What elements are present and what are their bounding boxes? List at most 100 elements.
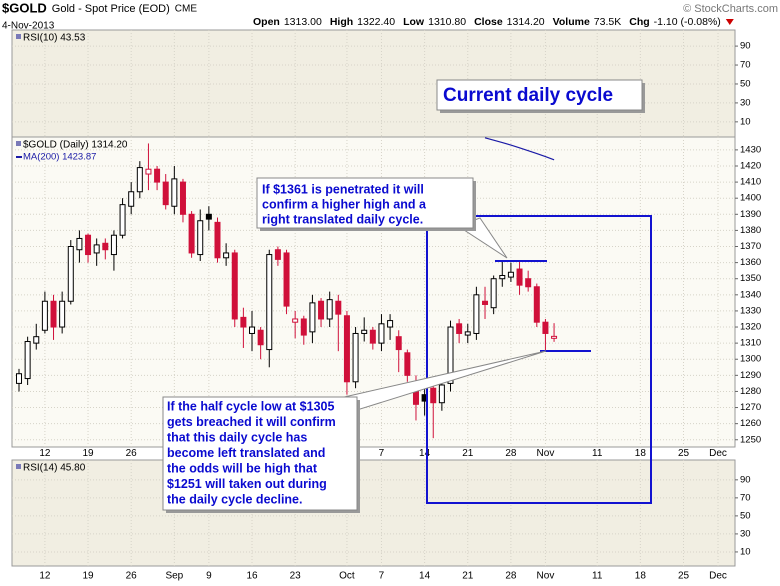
x-tick-label: Sep	[165, 571, 183, 582]
quote-label: Low	[403, 16, 425, 28]
header: $GOLD Gold - Spot Price (EOD) CME 4-Nov-…	[2, 0, 778, 31]
candle-body	[292, 318, 299, 323]
candle-body	[266, 254, 273, 351]
date: 4-Nov-2013	[2, 21, 55, 32]
source: © StockCharts.com	[683, 3, 778, 15]
ticker: $GOLD	[2, 0, 47, 15]
y-tick-label: 1340	[740, 289, 761, 300]
candle-body	[404, 352, 411, 376]
candle-body	[50, 300, 57, 328]
candle-body	[507, 271, 514, 278]
candle-body	[447, 326, 454, 384]
candle-body	[179, 181, 186, 215]
annotations: Current daily cycle If $1361 is penetrat…	[162, 79, 652, 513]
x-tick-label: 28	[505, 571, 517, 582]
quote-label: High	[330, 16, 353, 28]
quote-value: 73.5K	[594, 16, 621, 28]
candle-body	[438, 384, 445, 404]
y-tick-label: 50	[740, 78, 751, 89]
candle-body	[482, 300, 489, 305]
candle-body	[110, 234, 117, 256]
quote-value: 1310.80	[428, 16, 466, 28]
callout-line: right translated daily cycle.	[262, 212, 423, 226]
callout-box	[256, 177, 474, 229]
candle-body	[171, 178, 178, 207]
callout-line: the daily cycle decline.	[167, 492, 302, 506]
y-tick-label: 1420	[740, 161, 761, 172]
candles	[16, 137, 558, 439]
candle-body	[456, 323, 463, 334]
x-tick-label: 7	[379, 448, 385, 459]
candle-body	[59, 300, 66, 328]
y-tick-label: 90	[740, 474, 751, 485]
candle-body	[162, 181, 169, 206]
candle-body	[395, 336, 402, 351]
x-tick-label: Dec	[709, 571, 727, 582]
x-tick-label: 14	[419, 571, 431, 582]
candle-body	[154, 168, 161, 183]
candle-body	[516, 268, 523, 286]
callout-line: confirm a higher high and a	[262, 197, 427, 211]
quote-value: -1.10 (-0.08%)	[654, 16, 721, 28]
instrument-name: Gold - Spot Price (EOD)	[52, 3, 170, 15]
y-tick-label: 70	[740, 492, 751, 503]
candle-body	[231, 252, 238, 320]
x-tick-label: 25	[678, 448, 690, 459]
candle-body	[274, 249, 281, 260]
x-tick-label: Dec	[709, 448, 727, 459]
candle-body	[102, 242, 109, 251]
x-tick-label: Nov	[537, 571, 555, 582]
candle-body	[67, 246, 74, 302]
callout-box	[162, 396, 358, 511]
candle-body	[119, 204, 126, 236]
candle-body	[533, 286, 540, 323]
candle-body	[361, 329, 368, 334]
y-tick-label: 1390	[740, 209, 761, 220]
candle-body	[85, 234, 92, 256]
candle-body	[93, 244, 100, 254]
y-tick-label: 1360	[740, 257, 761, 268]
moving-average	[484, 137, 555, 161]
x-tick-label: 19	[82, 448, 94, 459]
quote-value: 1313.00	[284, 16, 322, 28]
y-tick-label: 1250	[740, 434, 761, 445]
callout-box	[436, 79, 643, 111]
x-tick-label: 26	[126, 448, 138, 459]
candle-body	[430, 387, 437, 404]
candle-body	[205, 213, 212, 220]
x-tick-label: 21	[462, 571, 474, 582]
x-tick-label: 11	[592, 448, 603, 459]
candle-body	[33, 336, 40, 344]
y-tick-label: 1400	[740, 193, 761, 204]
callout-line: the odds will be high that	[167, 461, 318, 475]
change-arrow	[725, 19, 734, 25]
y-tick-label: 1260	[740, 418, 761, 429]
candle-body	[378, 323, 385, 344]
candle-body	[473, 294, 480, 334]
candle-body	[369, 329, 376, 344]
candle-body	[197, 220, 204, 256]
callout-line: If the half cycle low at $1305	[167, 399, 334, 413]
y-tick-label: 1280	[740, 386, 761, 397]
candle-body	[551, 335, 558, 339]
callout-text: If the half cycle low at $1305 gets breac…	[167, 399, 336, 506]
x-tick-label: 9	[206, 571, 212, 582]
y-tick-label: 10	[740, 546, 751, 557]
candle-body	[387, 320, 394, 328]
legend-icon	[16, 464, 21, 469]
panel	[11, 459, 736, 567]
candle-body	[128, 191, 135, 207]
candle-body	[525, 278, 532, 288]
y-tick-label: 1300	[740, 354, 761, 365]
candle-body	[464, 331, 471, 336]
x-tick-label: 18	[635, 571, 647, 582]
quote-value: 1322.40	[357, 16, 395, 28]
x-tick-label: 14	[419, 448, 431, 459]
candle-body	[240, 316, 247, 328]
cycle-box	[426, 215, 652, 504]
legend-entry: MA(200) 1423.87	[23, 152, 96, 163]
panel-label: RSI(14) 45.80	[23, 463, 86, 474]
y-tick-label: 1310	[740, 338, 761, 349]
